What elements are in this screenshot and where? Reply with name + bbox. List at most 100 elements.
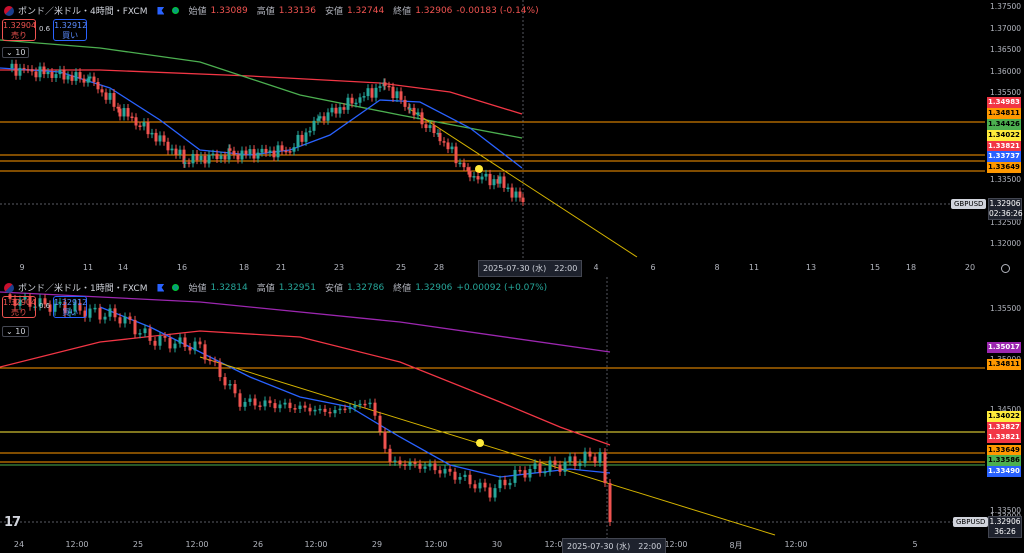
candle — [538, 463, 542, 473]
open-label: 始値 — [188, 7, 207, 17]
candle — [233, 384, 237, 394]
candle — [154, 132, 158, 142]
candle — [342, 107, 346, 110]
candle — [163, 335, 167, 338]
candle — [463, 474, 467, 478]
sell-button[interactable]: 1.32904 売り — [2, 19, 37, 41]
candle — [227, 148, 231, 160]
candle — [126, 108, 130, 117]
candle — [128, 316, 132, 320]
candle — [193, 341, 197, 351]
current-price: 1.32906 36:26 — [988, 516, 1022, 538]
candle — [66, 75, 70, 80]
price-tag: 1.34811 — [987, 359, 1021, 370]
candle — [170, 148, 174, 151]
candle — [358, 97, 362, 103]
candle — [134, 117, 138, 126]
candle — [383, 431, 387, 449]
low-label: 安値 — [324, 284, 343, 294]
price-tag: 1.34426 — [987, 119, 1021, 130]
candle — [348, 407, 352, 410]
candle — [293, 408, 297, 410]
candle — [253, 398, 257, 406]
trend-line — [199, 356, 776, 536]
crosshair-date: 2025-07-30 (水) 22:00 — [562, 538, 667, 553]
candle — [346, 97, 350, 110]
candle — [228, 384, 232, 386]
candle — [438, 470, 442, 474]
price-tick: 1.37000 — [990, 24, 1022, 33]
price-tick: 1.36000 — [990, 67, 1022, 76]
candle — [240, 150, 244, 160]
candle — [316, 118, 320, 121]
legend-4h: ポンド／米ドル・4時間・FXCM 始値 1.33089 高値 1.33136 安値 1… — [4, 4, 539, 17]
candle — [598, 452, 602, 463]
chart-pane-4h[interactable]: ポンド／米ドル・4時間・FXCM 始値 1.33089 高値 1.33136 安値 1… — [0, 0, 1024, 277]
candle — [143, 328, 147, 334]
candle — [244, 150, 248, 155]
symbol-label: GBPUSD — [953, 517, 989, 527]
flag-icon[interactable] — [157, 283, 165, 292]
buy-button[interactable]: 1.32912 買い — [53, 19, 88, 41]
time-tick: 12:00 — [544, 540, 568, 549]
candle — [458, 477, 462, 480]
candle — [398, 460, 402, 465]
sell-button[interactable]: 1.32904 売り — [2, 296, 37, 318]
candle — [199, 155, 203, 161]
trade-panel: 1.32904 売り 0.6 1.32912 買い — [2, 19, 87, 41]
candle — [418, 463, 422, 469]
legend-1h: ポンド／米ドル・1時間・FXCM 始値 1.32814 高値 1.32951 安値 1… — [4, 281, 547, 294]
chart-pane-1h[interactable]: ポンド／米ドル・1時間・FXCM 始値 1.32814 高値 1.32951 安値 1… — [0, 277, 1024, 553]
candle — [473, 484, 477, 489]
candle — [183, 337, 187, 347]
candle — [563, 461, 567, 472]
candle — [378, 415, 382, 432]
price-tag: 1.33649 — [987, 445, 1021, 456]
close-label: 終値 — [393, 7, 412, 17]
candle — [46, 71, 50, 75]
candle — [399, 91, 403, 100]
flag-icon[interactable] — [157, 6, 165, 15]
candle — [593, 456, 597, 463]
high-value: 1.33136 — [278, 5, 316, 16]
candle — [416, 112, 420, 116]
candle — [195, 153, 199, 161]
candle — [146, 122, 150, 135]
low-value: 1.32744 — [346, 5, 385, 16]
candle — [82, 78, 86, 83]
candle — [34, 71, 38, 78]
candle — [300, 134, 304, 142]
candle — [238, 393, 242, 407]
candle — [438, 132, 442, 142]
candle — [350, 97, 354, 104]
candle — [252, 149, 256, 159]
candle — [100, 89, 104, 93]
candle — [548, 460, 552, 472]
chart-canvas-4h[interactable] — [0, 0, 1024, 275]
indicator-toggle[interactable]: ⌄ 10 — [2, 47, 30, 58]
candle — [353, 404, 357, 408]
time-tick: 8月 — [729, 541, 743, 550]
current-price: 1.32906 02:36:26 — [988, 198, 1023, 220]
candle — [103, 316, 107, 320]
candle — [403, 99, 407, 107]
candle — [373, 402, 377, 416]
buy-button[interactable]: 1.32912 買い — [53, 296, 88, 318]
settings-icon[interactable] — [1001, 264, 1010, 273]
chart-canvas-1h[interactable] — [0, 277, 1024, 553]
low-value: 1.32786 — [346, 282, 385, 293]
candle — [53, 303, 57, 312]
candle — [496, 179, 500, 184]
candle — [338, 408, 342, 411]
indicator-toggle[interactable]: ⌄ 10 — [2, 326, 30, 337]
time-tick: 23 — [333, 263, 345, 272]
candle — [112, 93, 116, 107]
time-tick: 15 — [869, 263, 881, 272]
candle — [42, 66, 46, 75]
candle — [508, 482, 512, 486]
time-tick: 18 — [238, 263, 250, 272]
candle — [43, 298, 47, 305]
candle — [92, 76, 96, 82]
time-tick: 20 — [964, 263, 976, 272]
candle — [393, 460, 397, 463]
